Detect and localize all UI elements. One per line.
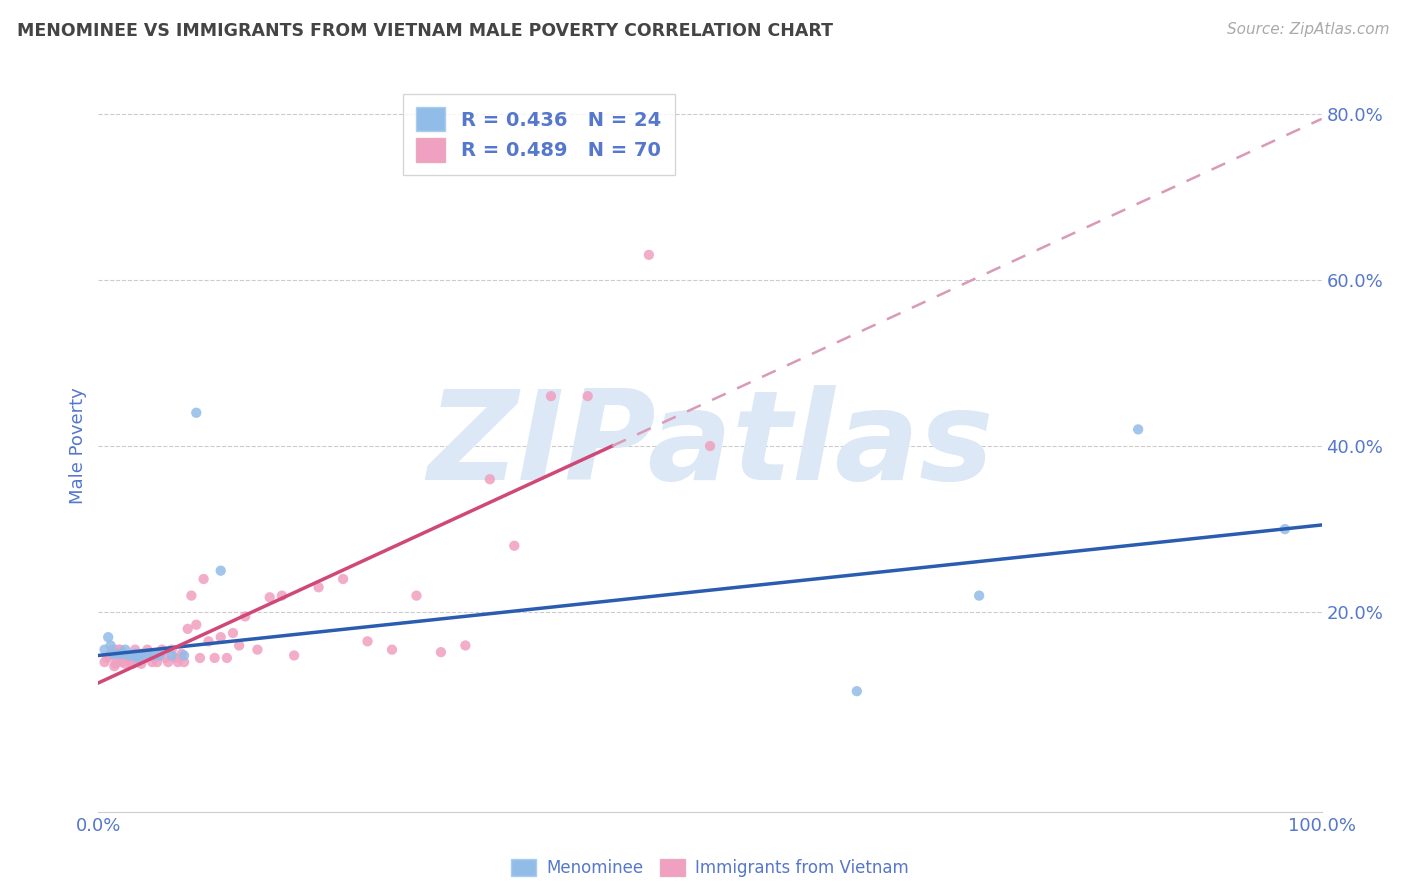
Point (967, 589, 990, 603)
Point (118, 648, 141, 663)
Point (131, 647, 153, 661)
Point (1274, 522, 1296, 536)
Point (540, 389, 562, 403)
Point (186, 406, 208, 420)
Point (222, 626, 245, 640)
Point (228, 639, 250, 653)
Point (134, 651, 156, 665)
Point (638, 248, 661, 262)
Point (142, 648, 165, 663)
Point (93, 642, 115, 657)
Point (209, 564, 232, 578)
Point (845, 684, 868, 698)
Point (98, 648, 121, 663)
Point (576, 389, 599, 403)
Point (143, 651, 166, 665)
Point (503, 539, 526, 553)
Text: ZIPatlas: ZIPatlas (427, 385, 993, 507)
Point (120, 655, 142, 669)
Text: MENOMINEE VS IMMIGRANTS FROM VIETNAM MALE POVERTY CORRELATION CHART: MENOMINEE VS IMMIGRANTS FROM VIETNAM MAL… (17, 22, 832, 40)
Point (120, 651, 142, 665)
Point (129, 657, 152, 671)
Point (180, 589, 202, 603)
Point (124, 642, 146, 657)
Point (186, 617, 208, 632)
Point (128, 648, 150, 663)
Point (233, 609, 256, 624)
Point (170, 647, 193, 661)
Point (104, 657, 127, 671)
Point (141, 655, 163, 669)
Text: Source: ZipAtlas.com: Source: ZipAtlas.com (1226, 22, 1389, 37)
Y-axis label: Male Poverty: Male Poverty (69, 388, 87, 504)
Point (110, 642, 132, 657)
Point (127, 655, 149, 669)
Point (103, 659, 125, 673)
Point (246, 642, 269, 657)
Point (139, 647, 162, 661)
Point (110, 647, 132, 661)
Point (197, 634, 219, 648)
Point (173, 655, 195, 669)
Point (405, 589, 427, 603)
Point (100, 639, 122, 653)
Point (204, 651, 226, 665)
Point (215, 651, 238, 665)
Point (356, 634, 378, 648)
Point (125, 648, 148, 663)
Point (165, 651, 187, 665)
Point (93, 655, 115, 669)
Point (121, 657, 143, 671)
Point (157, 655, 180, 669)
Point (430, 645, 453, 659)
Point (111, 647, 134, 661)
Point (454, 639, 477, 653)
Point (127, 651, 149, 665)
Point (115, 648, 138, 663)
Point (193, 572, 215, 586)
Point (160, 642, 183, 657)
Point (111, 655, 134, 669)
Point (478, 472, 501, 486)
Point (149, 648, 172, 663)
Point (177, 622, 200, 636)
Point (699, 439, 721, 453)
Point (1128, 422, 1150, 436)
Point (308, 580, 330, 594)
Point (146, 655, 169, 669)
Point (121, 648, 143, 663)
Point (101, 642, 124, 657)
Point (160, 648, 183, 663)
Point (283, 648, 305, 663)
Point (112, 648, 135, 663)
Point (118, 651, 141, 665)
Point (108, 648, 131, 663)
Point (105, 655, 128, 669)
Point (124, 647, 146, 661)
Point (129, 648, 152, 663)
Point (114, 642, 136, 657)
Point (173, 648, 195, 663)
Point (101, 647, 124, 661)
Point (114, 657, 136, 671)
Point (188, 651, 211, 665)
Point (105, 647, 128, 661)
Point (136, 647, 159, 661)
Point (111, 651, 134, 665)
Point (107, 642, 129, 657)
Point (150, 642, 173, 657)
Point (96, 651, 118, 665)
Point (155, 651, 177, 665)
Point (381, 642, 404, 657)
Point (136, 642, 159, 657)
Point (167, 655, 190, 669)
Point (209, 630, 232, 644)
Point (259, 591, 281, 605)
Point (332, 572, 354, 586)
Legend: Menominee, Immigrants from Vietnam: Menominee, Immigrants from Vietnam (505, 853, 915, 884)
Point (97, 630, 120, 644)
Point (270, 589, 294, 603)
Point (100, 647, 122, 661)
Point (149, 648, 172, 663)
